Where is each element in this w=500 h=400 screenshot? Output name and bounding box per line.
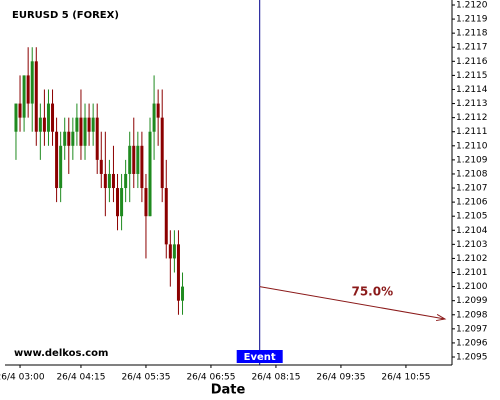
- candle-body: [34, 61, 38, 132]
- y-tick-label: 1.2097: [456, 324, 488, 334]
- event-label: Event: [244, 352, 276, 363]
- candle-body: [152, 103, 156, 132]
- candle-body: [103, 173, 107, 189]
- y-tick-label: 1.2104: [456, 226, 488, 236]
- candle-body: [107, 173, 111, 189]
- arrow-head: [435, 314, 447, 322]
- y-tick-label: 1.2114: [456, 85, 488, 95]
- y-tick-label: 1.2096: [456, 338, 488, 348]
- candle-body: [59, 145, 63, 189]
- chart-title: EURUSD 5 (FOREX): [12, 10, 119, 21]
- x-tick-label: 26/4 10:55: [381, 373, 430, 383]
- y-tick-label: 1.2108: [456, 169, 488, 179]
- candle-body: [83, 117, 87, 146]
- y-tick-label: 1.2113: [456, 99, 488, 109]
- candle-body: [42, 117, 46, 132]
- y-tick-label: 1.2118: [456, 29, 488, 39]
- event-label-box: [236, 350, 283, 363]
- candle-body: [18, 103, 22, 118]
- y-tick-label: 1.2103: [456, 240, 488, 250]
- forecast-label: 75.0%: [351, 284, 393, 298]
- candle-body: [38, 117, 42, 132]
- y-tick-label: 1.2102: [456, 254, 488, 264]
- candle-body: [46, 103, 50, 132]
- watermark: www.delkos.com: [14, 348, 108, 359]
- y-tick-label: 1.2119: [456, 15, 488, 25]
- x-tick-label: 26/4 09:35: [316, 373, 365, 383]
- y-tick-label: 1.2115: [456, 71, 488, 81]
- candle-body: [116, 188, 120, 217]
- candle-body: [164, 188, 168, 245]
- candle-body: [176, 244, 180, 301]
- candle-body: [71, 131, 75, 146]
- y-tick-label: 1.2111: [456, 127, 488, 137]
- candle-body: [144, 188, 148, 217]
- candle-body: [14, 103, 18, 132]
- candle-body: [22, 75, 26, 118]
- y-tick-label: 1.2098: [456, 310, 488, 320]
- y-tick-label: 1.2105: [456, 212, 488, 222]
- candle-body: [156, 103, 160, 118]
- x-tick-label: 26/4 06:55: [186, 373, 235, 383]
- y-tick-label: 1.2095: [456, 353, 488, 363]
- candle-body: [136, 145, 140, 174]
- y-tick-label: 1.2100: [456, 282, 488, 292]
- candle-body: [91, 117, 95, 132]
- candle-body: [111, 173, 115, 189]
- candle-body: [168, 244, 172, 259]
- candle-body: [63, 131, 67, 146]
- y-tick-label: 1.2117: [456, 43, 488, 53]
- candle-body: [140, 145, 144, 189]
- y-tick-label: 1.2107: [456, 184, 488, 194]
- y-tick-label: 1.2106: [456, 198, 488, 208]
- candle-body: [95, 117, 99, 160]
- y-tick-label: 1.2112: [456, 113, 488, 123]
- candle-body: [160, 117, 164, 189]
- forecast-arrow: [259, 286, 446, 320]
- candle-body: [67, 131, 71, 146]
- candle-body: [128, 145, 132, 174]
- candle-body: [124, 173, 128, 189]
- candle-body: [79, 117, 83, 146]
- candle-body: [87, 117, 91, 132]
- y-tick-label: 1.2101: [456, 268, 488, 278]
- x-tick-label: 26/4 03:00: [0, 373, 45, 383]
- candle-body: [181, 286, 185, 301]
- y-tick-label: 1.2110: [456, 141, 488, 151]
- candle-body: [148, 131, 152, 217]
- candle-body: [75, 117, 79, 132]
- candle-body: [99, 159, 103, 174]
- y-tick-label: 1.2120: [456, 1, 488, 11]
- candle-body: [120, 188, 124, 217]
- x-tick-label: 26/4 04:15: [56, 373, 105, 383]
- candle-body: [132, 145, 136, 174]
- candle-body: [51, 103, 55, 132]
- x-tick-label: 26/4 08:15: [251, 373, 300, 383]
- x-axis-label: Date: [211, 383, 246, 398]
- x-tick-label: 26/4 05:35: [121, 373, 170, 383]
- candle-body: [172, 244, 176, 259]
- y-tick-label: 1.2109: [456, 155, 488, 165]
- y-tick-label: 1.2116: [456, 57, 488, 67]
- candle-body: [26, 75, 30, 104]
- y-tick-label: 1.2099: [456, 296, 488, 306]
- candle-body: [55, 131, 59, 189]
- candle-body: [30, 61, 34, 104]
